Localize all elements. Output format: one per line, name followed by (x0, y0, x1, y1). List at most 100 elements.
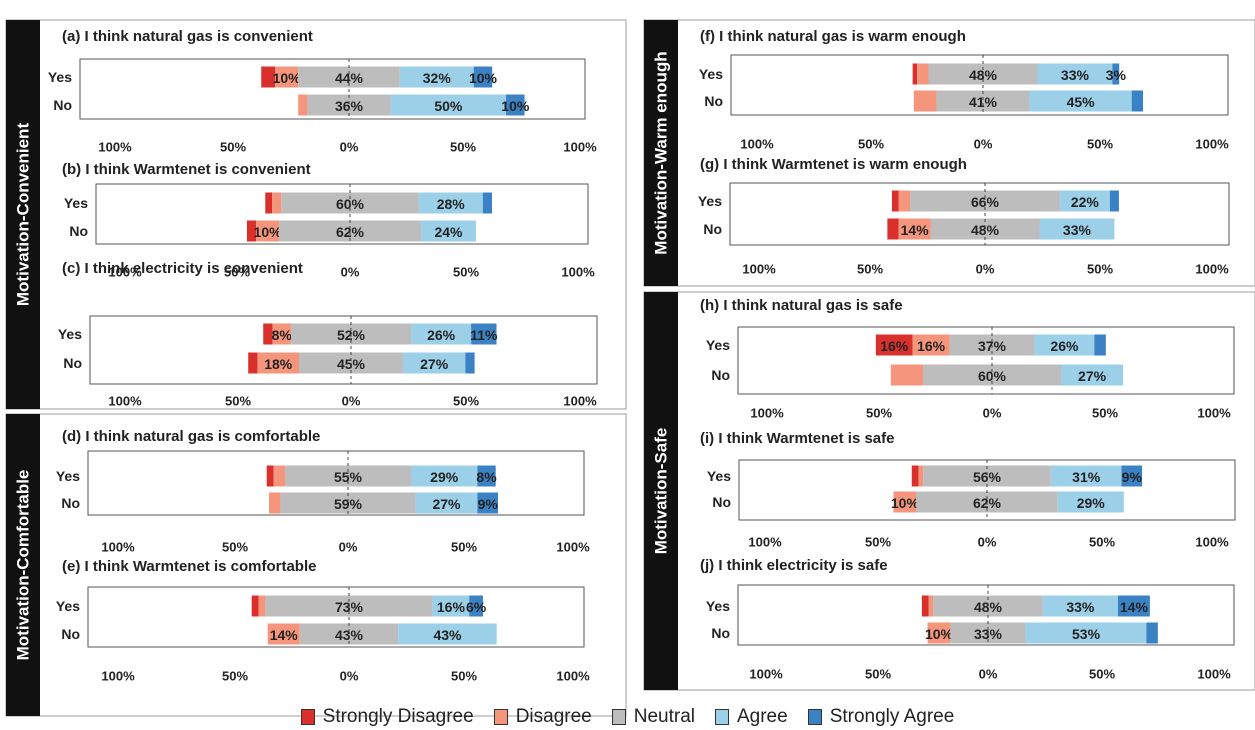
row-label: Yes (56, 468, 80, 484)
bar-segment-strongly-agree (1117, 595, 1150, 617)
data-label: 16% (880, 338, 909, 354)
data-label: 24% (434, 224, 463, 240)
panel-title: (d) I think natural gas is comfortable (62, 428, 320, 445)
bar-segment-agree (1039, 218, 1115, 240)
bar-segment-neutral (299, 352, 403, 374)
x-tick-label: 100% (108, 394, 142, 409)
row-label: Yes (48, 69, 72, 85)
bar-segment-disagree (256, 220, 280, 242)
x-tick-label: 50% (453, 394, 479, 409)
data-label: 14% (270, 627, 299, 643)
x-tick-label: 0% (340, 669, 359, 684)
bar-segment-agree (411, 323, 472, 345)
x-tick-label: 100% (101, 540, 135, 555)
bar-segment-agree (1034, 334, 1095, 356)
data-label: 33% (1061, 67, 1090, 83)
bar-segment-agree (402, 352, 466, 374)
x-tick-label: 100% (561, 265, 595, 280)
bar-segment-disagree (898, 190, 911, 212)
bar-segment-strongly-agree (1112, 63, 1120, 85)
data-label: 11% (470, 327, 498, 343)
data-label: 48% (974, 599, 1003, 615)
x-tick-label: 100% (108, 265, 142, 280)
row-label: Yes (64, 195, 88, 211)
panel-title: (f) I think natural gas is warm enough (700, 28, 966, 45)
bar-segment-strongly-disagree (891, 190, 899, 212)
x-tick-label: 50% (857, 262, 883, 277)
data-label: 50% (434, 98, 463, 114)
data-label: 41% (969, 94, 998, 110)
panel-title: (c) I think electricity is convenient (62, 260, 303, 277)
bar-segment-disagree (912, 334, 950, 356)
data-label: 31% (1072, 469, 1101, 485)
bar-segment-agree (420, 220, 476, 242)
x-tick-label: 100% (1197, 406, 1231, 421)
data-label: 14% (1120, 599, 1149, 615)
x-tick-label: 50% (1092, 406, 1118, 421)
x-tick-label: 0% (974, 137, 993, 152)
bar-segment-disagree (273, 465, 286, 487)
panel-title: (i) I think Warmtenet is safe (700, 430, 894, 447)
row-label: Yes (706, 337, 730, 353)
bar-segment-disagree (927, 622, 951, 644)
data-label: 29% (430, 469, 459, 485)
panel-title: (b) I think Warmtenet is convenient (62, 161, 311, 178)
panel-title: (h) I think natural gas is safe (700, 297, 903, 314)
row-label: Yes (56, 598, 80, 614)
bar-segment-strongly-agree (477, 492, 498, 514)
bar-segment-strongly-disagree (246, 220, 257, 242)
x-tick-label: 50% (1087, 137, 1113, 152)
bar-segment-disagree (893, 491, 917, 513)
bar-segment-strongly-agree (465, 352, 475, 374)
panel-title: (j) I think electricity is safe (700, 557, 888, 574)
x-tick-label: 0% (341, 265, 360, 280)
bar-segment-agree (1050, 465, 1122, 487)
row-label: No (69, 223, 88, 239)
bar-segment-strongly-agree (1094, 334, 1106, 356)
bar-segment-disagree (267, 623, 300, 645)
bar-segment-agree (410, 465, 478, 487)
x-tick-label: 100% (1195, 262, 1229, 277)
group-label: Motivation-Convenient (14, 123, 33, 307)
bar-segment-disagree (298, 94, 308, 116)
bar-segment-agree (399, 66, 474, 88)
x-tick-label: 100% (748, 535, 782, 550)
bar-segment-strongly-disagree (266, 465, 274, 487)
x-tick-label: 50% (220, 140, 246, 155)
data-label: 59% (334, 496, 363, 512)
data-label: 10% (925, 626, 954, 642)
bar-segment-strongly-disagree (912, 63, 918, 85)
legend-label: Strongly Disagree (322, 706, 474, 727)
legend-swatch (611, 709, 626, 725)
data-label: 29% (1077, 495, 1106, 511)
legend-label: Strongly Agree (829, 706, 955, 727)
legend-item-strongly-disagree: Strongly Disagree (300, 706, 474, 728)
bar-segment-disagree (257, 352, 300, 374)
data-label: 14% (901, 222, 930, 238)
bar-segment-agree (432, 595, 470, 617)
bar-segment-strongly-disagree (887, 218, 899, 240)
bar-segment-agree (1029, 90, 1132, 112)
bar-segment-neutral (930, 218, 1040, 240)
row-label: No (711, 367, 730, 383)
bar-segment-neutral (299, 623, 399, 645)
bar-segment-disagree (272, 192, 282, 214)
bar-segment-neutral (936, 90, 1030, 112)
x-tick-label: 100% (556, 540, 590, 555)
data-label: 9% (1122, 469, 1143, 485)
data-label: 48% (971, 222, 1000, 238)
bar-segment-disagree (917, 63, 929, 85)
row-label: No (711, 625, 730, 641)
bar-segment-neutral (307, 94, 391, 116)
data-label: 18% (264, 356, 293, 372)
bar-segment-agree (415, 492, 478, 514)
panel-title: (g) I think Warmtenet is warm enough (700, 156, 967, 173)
data-label: 16% (917, 338, 946, 354)
bar-segment-disagree (898, 218, 931, 240)
data-label: 26% (427, 327, 456, 343)
data-label: 53% (1072, 626, 1101, 642)
x-tick-label: 50% (225, 394, 251, 409)
legend-item-strongly-agree: Strongly Agree (807, 706, 955, 728)
